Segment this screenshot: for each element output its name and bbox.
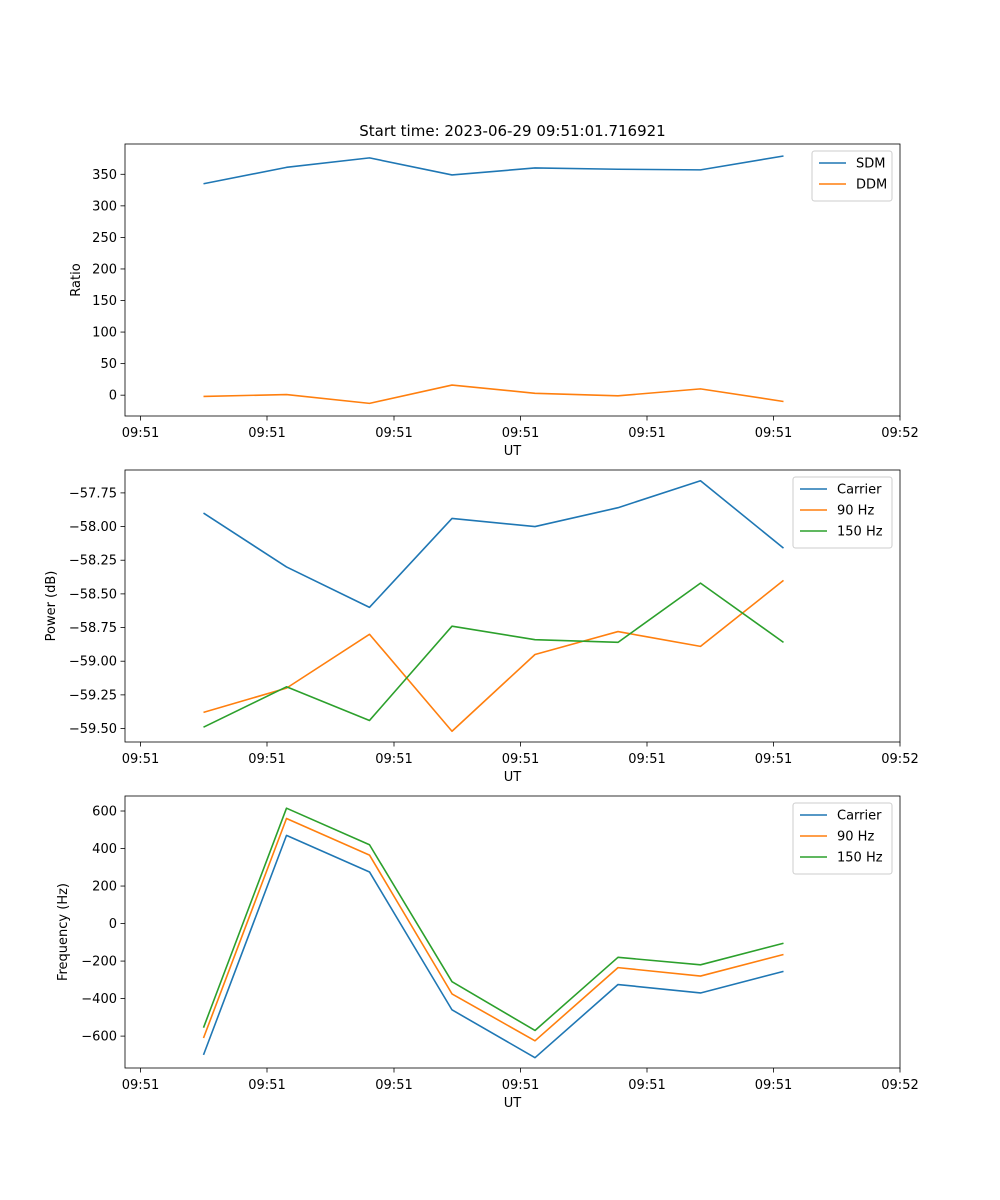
axes-frame [124,795,901,1069]
chart-panel-1: 09:51 09:51 09:51 09:51 09:51 09:51 09:52 0 50 10… [69,143,919,459]
legend-label: 150 Hz [837,525,883,540]
y-axis-label: Frequency (Hz) [56,883,71,981]
axes-frame [124,469,901,743]
x-tick-label: 09:52 [881,1078,918,1093]
y-tick-label: −58.75 [69,621,117,636]
y-tick-label: −59.50 [69,722,117,737]
y-tick-label: −58.25 [69,554,117,569]
x-tick-label: 09:51 [755,1078,792,1093]
y-tick-label: 350 [92,168,117,183]
series-line-90-hz [203,579,784,733]
figure-title: Start time: 2023-06-29 09:51:01.716921 [359,122,665,140]
y-tick-label: −400 [81,992,117,1007]
x-tick-label: 09:51 [122,426,159,441]
y-tick-label: −58.00 [69,520,117,535]
x-tick-label: 09:51 [628,752,665,767]
x-tick-label: 09:51 [755,426,792,441]
y-tick-label: −600 [81,1030,117,1045]
y-tick-label: 0 [109,389,117,404]
series-line-carrier [203,479,785,609]
y-tick-label: 300 [92,199,117,214]
legend-label: 90 Hz [837,504,874,519]
series-line-90-hz [202,817,784,1042]
x-tick-label: 09:51 [122,1078,159,1093]
y-tick-label: 600 [92,805,117,820]
y-tick-label: −200 [81,955,117,970]
x-tick-label: 09:51 [248,1078,285,1093]
y-tick-label: 250 [92,231,117,246]
x-axis-label: UT [504,770,522,785]
legend-label: 150 Hz [837,851,883,866]
y-tick-label: −59.25 [69,688,117,703]
series-line-sdm [203,155,784,185]
legend-label: 90 Hz [837,830,874,845]
x-tick-label: 09:51 [502,426,539,441]
series-line-carrier [202,834,784,1059]
legend: SDM DDM [811,150,893,202]
legend-label: DDM [856,178,887,193]
x-axis-label: UT [504,444,522,459]
x-tick-label: 09:52 [881,426,918,441]
y-axis-label: Power (dB) [44,571,59,642]
y-tick-label: −58.50 [69,587,117,602]
x-tick-label: 09:51 [628,426,665,441]
chart-panel-3: 09:51 09:51 09:51 09:51 09:51 09:51 09:52 −600 −… [56,795,919,1111]
series-line-150-hz [202,807,784,1032]
y-tick-label: 100 [92,326,117,341]
x-tick-label: 09:51 [375,1078,412,1093]
x-axis-label: UT [504,1096,522,1111]
series-line-150-hz [203,582,784,728]
x-tick-label: 09:52 [881,752,918,767]
y-tick-label: −59.00 [69,655,117,670]
x-tick-label: 09:51 [502,1078,539,1093]
legend: Carrier 90 Hz 150 Hz [792,802,893,875]
y-tick-label: 200 [92,880,117,895]
x-tick-label: 09:51 [248,426,285,441]
x-tick-label: 09:51 [375,426,412,441]
y-tick-label: 400 [92,842,117,857]
x-tick-label: 09:51 [122,752,159,767]
x-tick-label: 09:51 [755,752,792,767]
legend-label: Carrier [837,809,882,824]
y-tick-label: −57.75 [69,486,117,501]
legend-label: SDM [856,157,885,172]
axes-frame [124,143,901,417]
legend: Carrier 90 Hz 150 Hz [792,476,893,549]
y-tick-label: 50 [100,357,117,372]
chart-panel-2: 09:51 09:51 09:51 09:51 09:51 09:51 09:52 −59.5… [44,469,919,785]
y-tick-label: 0 [109,917,117,932]
y-tick-label: 150 [92,294,117,309]
x-tick-label: 09:51 [628,1078,665,1093]
x-tick-label: 09:51 [502,752,539,767]
legend-label: Carrier [837,483,882,498]
series-line-ddm [203,384,784,405]
y-axis-label: Ratio [69,263,84,296]
y-tick-label: 200 [92,262,117,277]
chart-panels: 09:51 09:51 09:51 09:51 09:51 09:51 09:52 0 50 10… [44,143,919,1111]
x-tick-label: 09:51 [248,752,285,767]
x-tick-label: 09:51 [375,752,412,767]
